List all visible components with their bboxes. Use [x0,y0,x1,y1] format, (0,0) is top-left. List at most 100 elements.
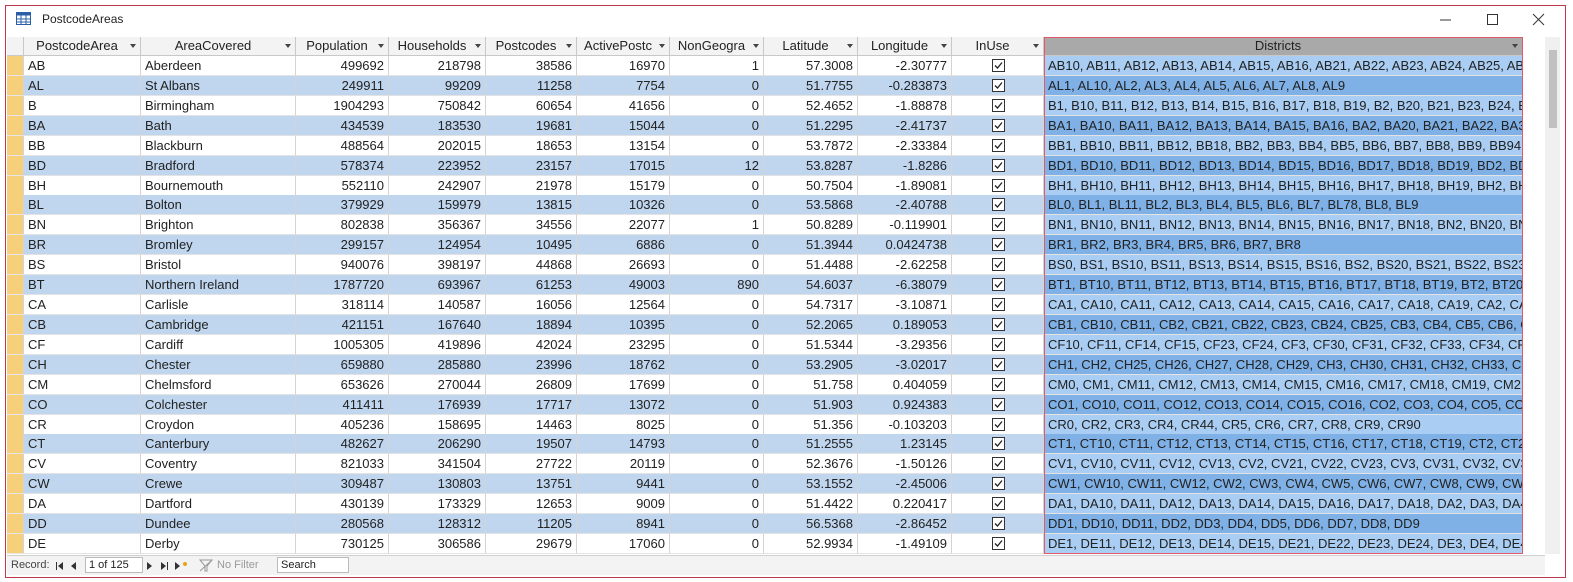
window-controls[interactable] [1430,10,1550,30]
cell: -3.10871 [858,295,952,316]
cell: Dundee [141,514,296,535]
checkbox[interactable] [992,98,1005,112]
cell: 9441 [577,474,670,495]
column-header[interactable]: InUse [952,37,1044,56]
sort-arrow[interactable] [1033,44,1039,48]
sort-arrow[interactable] [475,44,481,48]
checkbox[interactable] [992,397,1005,411]
nav-next[interactable] [145,560,193,572]
checkbox[interactable] [992,238,1005,252]
cell: 0 [670,235,764,256]
checkbox[interactable] [992,218,1005,232]
cell: 13815 [486,195,577,216]
cell: 42024 [486,334,577,355]
column-header[interactable]: ActivePostc [577,37,670,56]
sort-arrow[interactable] [659,44,665,48]
column-header[interactable]: Latitude [764,37,858,56]
cell: 140587 [389,295,486,316]
checkbox[interactable] [992,377,1005,391]
checkbox[interactable] [992,337,1005,351]
sort-arrow[interactable] [941,44,947,48]
filter-status[interactable]: No Filter [217,559,259,571]
column-header[interactable]: Postcodes [486,37,577,56]
checkbox[interactable] [992,417,1005,431]
cell: Crewe [141,474,296,495]
column-header[interactable]: Districts [1044,37,1523,56]
checkbox-cell [952,115,1044,136]
search-box[interactable]: Search [277,557,349,573]
cell: 890 [670,275,764,296]
cell: 379929 [296,195,389,216]
sort-arrow[interactable] [285,44,291,48]
districts-cell: BS0, BS1, BS10, BS11, BS13, BS14, BS15, … [1044,255,1523,276]
row-selector [7,195,24,216]
districts-cell: BL0, BL1, BL11, BL2, BL3, BL4, BL5, BL6,… [1044,195,1523,216]
checkbox[interactable] [992,357,1005,371]
cell: 309487 [296,474,389,495]
cell: 12564 [577,295,670,316]
cell: -3.02017 [858,354,952,375]
scroll-thumb[interactable] [1549,50,1557,128]
cell: BB [24,135,141,156]
cell: Dartford [141,494,296,515]
checkbox[interactable] [992,298,1005,312]
cell: AB [24,56,141,76]
checkbox[interactable] [992,517,1005,531]
checkbox[interactable] [992,78,1005,92]
cell: Aberdeen [141,56,296,76]
checkbox[interactable] [992,118,1005,132]
checkbox[interactable] [992,258,1005,272]
districts-cell: CM0, CM1, CM11, CM12, CM13, CM14, CM15, … [1044,374,1523,395]
cell: 61253 [486,275,577,296]
sort-arrow[interactable] [1512,44,1518,48]
districts-cell: CB1, CB10, CB11, CB2, CB21, CB22, CB23, … [1044,314,1523,335]
cell: 51.2555 [764,434,858,455]
checkbox[interactable] [992,457,1005,471]
checkbox[interactable] [992,178,1005,192]
cell: 411411 [296,394,389,415]
sort-arrow[interactable] [130,44,136,48]
cell: 1904293 [296,95,389,116]
checkbox[interactable] [992,158,1005,172]
cell: CB [24,314,141,335]
checkbox[interactable] [992,437,1005,451]
cell: 578374 [296,155,389,176]
row-selector [7,175,24,196]
checkbox[interactable] [992,477,1005,491]
scrollbar[interactable] [1545,37,1560,554]
column-header[interactable]: Households [389,37,486,56]
checkbox[interactable] [992,278,1005,292]
row-selector [7,235,24,256]
districts-cell: BB1, BB10, BB11, BB12, BB18, BB2, BB3, B… [1044,135,1523,156]
cell: 51.4422 [764,494,858,515]
checkbox[interactable] [992,59,1005,72]
cell: 50.7504 [764,175,858,196]
cell: 419896 [389,334,486,355]
checkbox[interactable] [992,497,1005,511]
checkbox[interactable] [992,317,1005,331]
nav-prev[interactable] [54,560,84,572]
row-selector [7,514,24,535]
column-header[interactable]: Longitude [858,37,952,56]
sort-arrow[interactable] [566,44,572,48]
column-header[interactable]: Population [296,37,389,56]
column-header[interactable]: AreaCovered [141,37,296,56]
sort-arrow[interactable] [753,44,759,48]
checkbox[interactable] [992,537,1005,551]
checkbox[interactable] [992,138,1005,152]
cell: 1 [670,56,764,76]
sort-arrow[interactable] [847,44,853,48]
cell: 249911 [296,75,389,96]
row-selector [7,215,24,236]
record-position[interactable]: 1 of 125 [85,557,143,573]
column-header[interactable]: NonGeogra [670,37,764,56]
cell: CT [24,434,141,455]
cell: 158695 [389,414,486,435]
cell: Bromley [141,235,296,256]
cell: 0 [670,374,764,395]
cell: 167640 [389,314,486,335]
column-header[interactable]: PostcodeArea [24,37,141,56]
sort-arrow[interactable] [378,44,384,48]
cell: 1787720 [296,275,389,296]
checkbox[interactable] [992,198,1005,212]
